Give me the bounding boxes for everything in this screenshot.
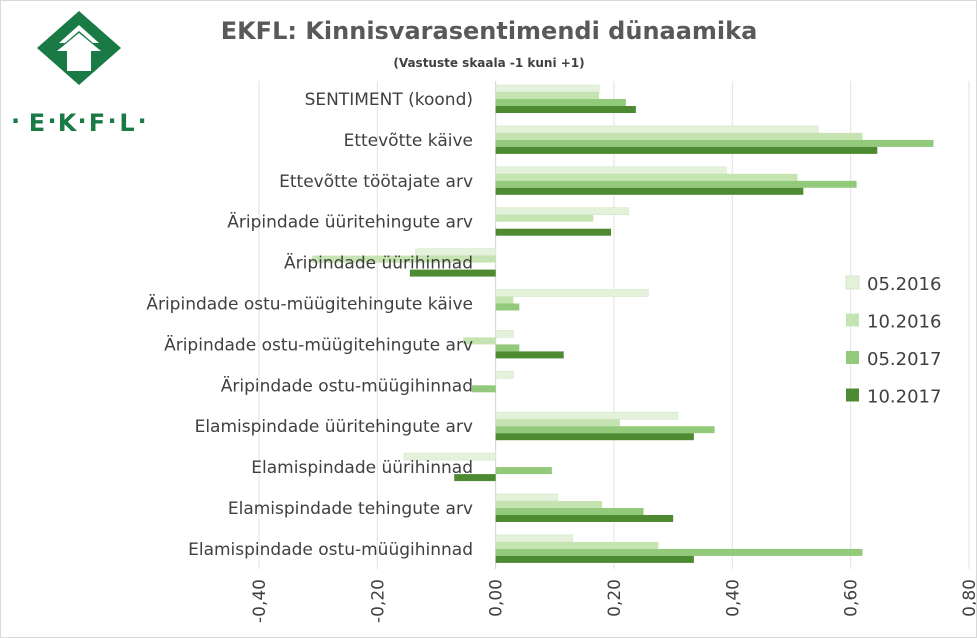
category-labels: SENTIMENT (koond) Ettevõtte käive Ettevõtt… xyxy=(146,90,473,560)
legend-label: 10.2017 xyxy=(867,387,941,408)
gridlines xyxy=(258,81,970,569)
category-label: Ettevõtte käive xyxy=(344,131,473,151)
bar xyxy=(495,433,694,441)
bar xyxy=(495,555,694,563)
chart-subtitle: (Vastuste skaala -1 kuni +1) xyxy=(393,56,584,70)
x-tick-label: 0,40 xyxy=(723,579,743,617)
bar xyxy=(495,467,552,475)
bar xyxy=(495,344,520,352)
category-label: Elamispindade üüritehingute arv xyxy=(195,417,473,437)
ekfl-logo: · E · K · F · L · xyxy=(11,11,147,137)
legend-swatch xyxy=(845,275,860,290)
x-tick-label: 0,80 xyxy=(960,579,976,617)
x-tick-label: -0,20 xyxy=(368,579,388,623)
legend-label: 05.2017 xyxy=(867,349,941,370)
legend-label: 10.2016 xyxy=(867,312,941,333)
bar xyxy=(495,125,819,134)
bar xyxy=(495,508,644,515)
bar xyxy=(495,411,679,420)
legend: 05.2016 10.2016 05.2017 10.2017 xyxy=(845,274,941,408)
bar xyxy=(495,493,559,502)
category-label: Äripindade üürihinnad xyxy=(284,253,473,274)
bar xyxy=(495,166,727,175)
bar xyxy=(495,534,573,543)
bar xyxy=(495,548,863,556)
bar xyxy=(495,132,863,140)
bar xyxy=(495,303,520,311)
bar xyxy=(312,255,496,263)
logo-letter: K xyxy=(58,109,78,137)
legend-swatch xyxy=(846,388,859,402)
logo-letters: · E · K · F · L · xyxy=(11,107,147,137)
bar xyxy=(495,351,564,359)
category-label: Elamispindade üürihinnad xyxy=(251,458,473,478)
x-tick-label: 0,00 xyxy=(487,579,507,617)
logo-dot: · xyxy=(77,107,86,135)
category-label: Ettevõtte töötajate arv xyxy=(279,172,473,192)
bar xyxy=(495,515,674,522)
bar xyxy=(495,84,600,93)
category-label: Äripindade ostu-müügihinnad xyxy=(221,375,473,396)
category-label: Äripindade ostu-müügitehingute käive xyxy=(146,294,473,315)
bars xyxy=(312,84,934,563)
bar xyxy=(454,474,496,482)
legend-label: 05.2016 xyxy=(867,274,941,295)
bar xyxy=(495,146,878,154)
logo-dot: · xyxy=(137,107,146,135)
category-label: Elamispindade ostu-müügihinnad xyxy=(188,540,473,560)
bar xyxy=(495,214,594,222)
logo-diamond-icon xyxy=(37,11,121,85)
bar xyxy=(495,187,804,195)
bar xyxy=(495,541,659,549)
bar xyxy=(495,426,715,434)
bar xyxy=(463,337,496,345)
x-tick-labels: -0,40 -0,20 0,00 0,20 0,40 0,60 0,80 xyxy=(250,579,976,623)
bar xyxy=(403,452,496,461)
bar xyxy=(495,180,857,188)
bar xyxy=(495,370,514,379)
logo-dot: · xyxy=(47,107,56,135)
x-tick-label: -0,40 xyxy=(250,579,270,623)
logo-dot: · xyxy=(107,107,116,135)
bar xyxy=(472,385,496,393)
x-tick-label: 0,20 xyxy=(605,579,625,617)
bar xyxy=(495,296,514,304)
chart-title: EKFL: Kinnisvarasentimendi dünaamika xyxy=(221,17,758,45)
bar xyxy=(409,269,496,277)
bar xyxy=(495,99,626,106)
category-label: Elamispindade tehingute arv xyxy=(228,499,473,519)
x-tick-label: 0,60 xyxy=(842,579,862,617)
category-label: Äripindade üüritehingute arv xyxy=(227,212,473,233)
logo-dot: · xyxy=(11,107,20,135)
bar xyxy=(495,139,934,147)
bar xyxy=(495,419,620,427)
bar xyxy=(495,330,514,338)
bar xyxy=(495,289,649,297)
bar xyxy=(495,92,600,99)
legend-swatch xyxy=(846,351,859,364)
category-label: Äripindade ostu-müügitehingute arv xyxy=(164,334,473,355)
logo-letter: F xyxy=(89,109,105,137)
bar xyxy=(495,228,612,236)
logo-letter: L xyxy=(119,109,134,137)
bar xyxy=(495,173,798,181)
bar xyxy=(495,106,636,113)
category-label: SENTIMENT (koond) xyxy=(305,90,473,110)
legend-swatch xyxy=(846,313,859,327)
bar xyxy=(495,501,603,508)
bar xyxy=(495,207,630,215)
logo-letter: E xyxy=(29,109,45,137)
